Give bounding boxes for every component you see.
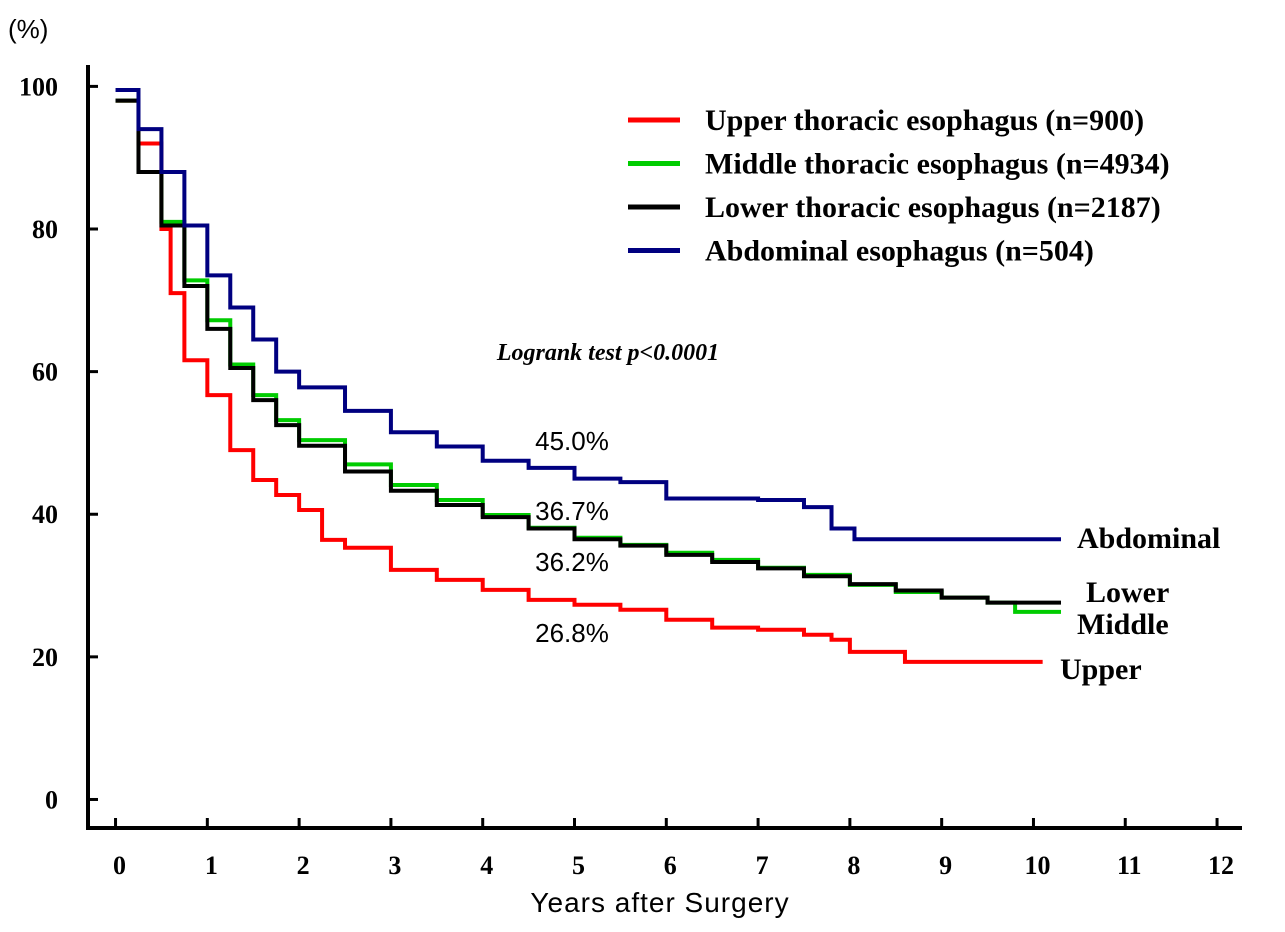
- x-axis-label: Years after Surgery: [530, 887, 789, 918]
- y-tick-label: 100: [19, 72, 58, 101]
- x-tick-label: 7: [756, 851, 769, 880]
- y-tick-label: 40: [32, 500, 58, 529]
- x-tick-label: 5: [572, 851, 585, 880]
- legend-label: Lower thoracic esophagus (n=2187): [705, 191, 1161, 224]
- x-tick-label: 6: [664, 851, 677, 880]
- x-tick-label: 8: [847, 851, 860, 880]
- test-note: Logrank test p<0.0001: [496, 340, 719, 366]
- x-tick-label: 1: [205, 851, 218, 880]
- y-tick-label: 20: [32, 643, 58, 672]
- survival-curve: [115, 98, 1043, 664]
- rate-annotation: 26.8%: [535, 618, 609, 648]
- end-label: Middle: [1077, 608, 1169, 641]
- rate-annotation: 36.7%: [535, 496, 609, 526]
- legend-label: Middle thoracic esophagus (n=4934): [705, 148, 1170, 181]
- x-tick-label: 9: [939, 851, 952, 880]
- y-unit-label: (%): [8, 14, 48, 44]
- legend-label: Upper thoracic esophagus (n=900): [705, 104, 1144, 137]
- y-tick-label: 60: [32, 358, 58, 387]
- survival-curve: [115, 87, 1061, 542]
- rate-annotation: 36.2%: [535, 547, 609, 577]
- x-tick-label: 2: [297, 851, 310, 880]
- x-tick-label: 4: [480, 851, 493, 880]
- y-tick-label: 80: [32, 215, 58, 244]
- end-label: Upper: [1060, 653, 1142, 686]
- x-tick-label: 0: [113, 851, 126, 880]
- x-tick-label: 3: [388, 851, 401, 880]
- x-tick-label: 10: [1024, 851, 1050, 880]
- legend-label: Abdominal esophagus (n=504): [705, 235, 1094, 268]
- survival-curve: [115, 98, 1061, 605]
- y-tick-label: 0: [45, 785, 58, 814]
- x-tick-label: 11: [1117, 851, 1142, 880]
- rate-annotation: 45.0%: [535, 426, 609, 456]
- end-label: Abdominal: [1077, 522, 1220, 555]
- end-label: Lower: [1086, 576, 1169, 609]
- x-tick-label: 12: [1208, 851, 1234, 880]
